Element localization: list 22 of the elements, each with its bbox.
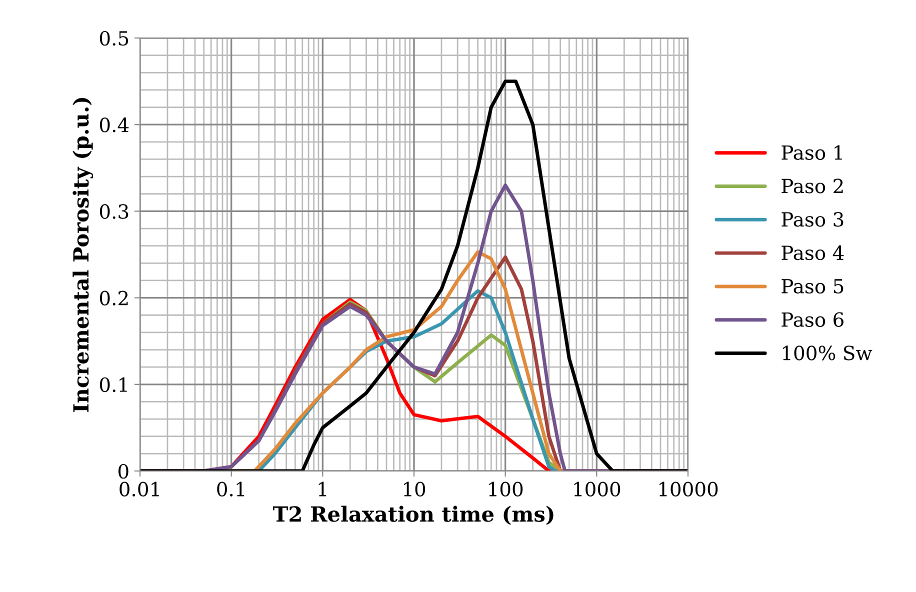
y-tick-label: 0.4 [100, 118, 129, 132]
y-tick-label: 0.3 [100, 204, 128, 219]
x-axis-title: T2 Relaxation time (ms) [272, 506, 554, 525]
legend-label: Paso 4 [782, 245, 844, 260]
x-tick-label: 10000 [659, 482, 718, 496]
x-tick-label: 0.1 [217, 482, 244, 496]
legend-label: Paso 5 [782, 279, 844, 294]
y-tick-label: 0 [118, 464, 128, 479]
x-tick-label: 100 [489, 482, 523, 496]
x-tick-label: 0.01 [120, 482, 159, 496]
legend-label: Paso 2 [782, 178, 843, 194]
x-tick-label: 10 [404, 482, 426, 496]
y-axis-title: Incremental Porosity (p.u.) [72, 98, 94, 412]
x-tick-label: 1000 [574, 482, 620, 496]
y-tick-label: 0.5 [100, 30, 128, 46]
legend-label: Paso 3 [782, 212, 844, 227]
legend-label: Paso 1 [782, 145, 842, 160]
x-tick-label: 1 [318, 482, 326, 496]
y-tick-label: 0.1 [100, 377, 127, 392]
legend-label: Paso 6 [782, 312, 844, 327]
legend-label: 100% Sw [783, 346, 872, 360]
y-tick-label: 0.2 [100, 290, 128, 306]
